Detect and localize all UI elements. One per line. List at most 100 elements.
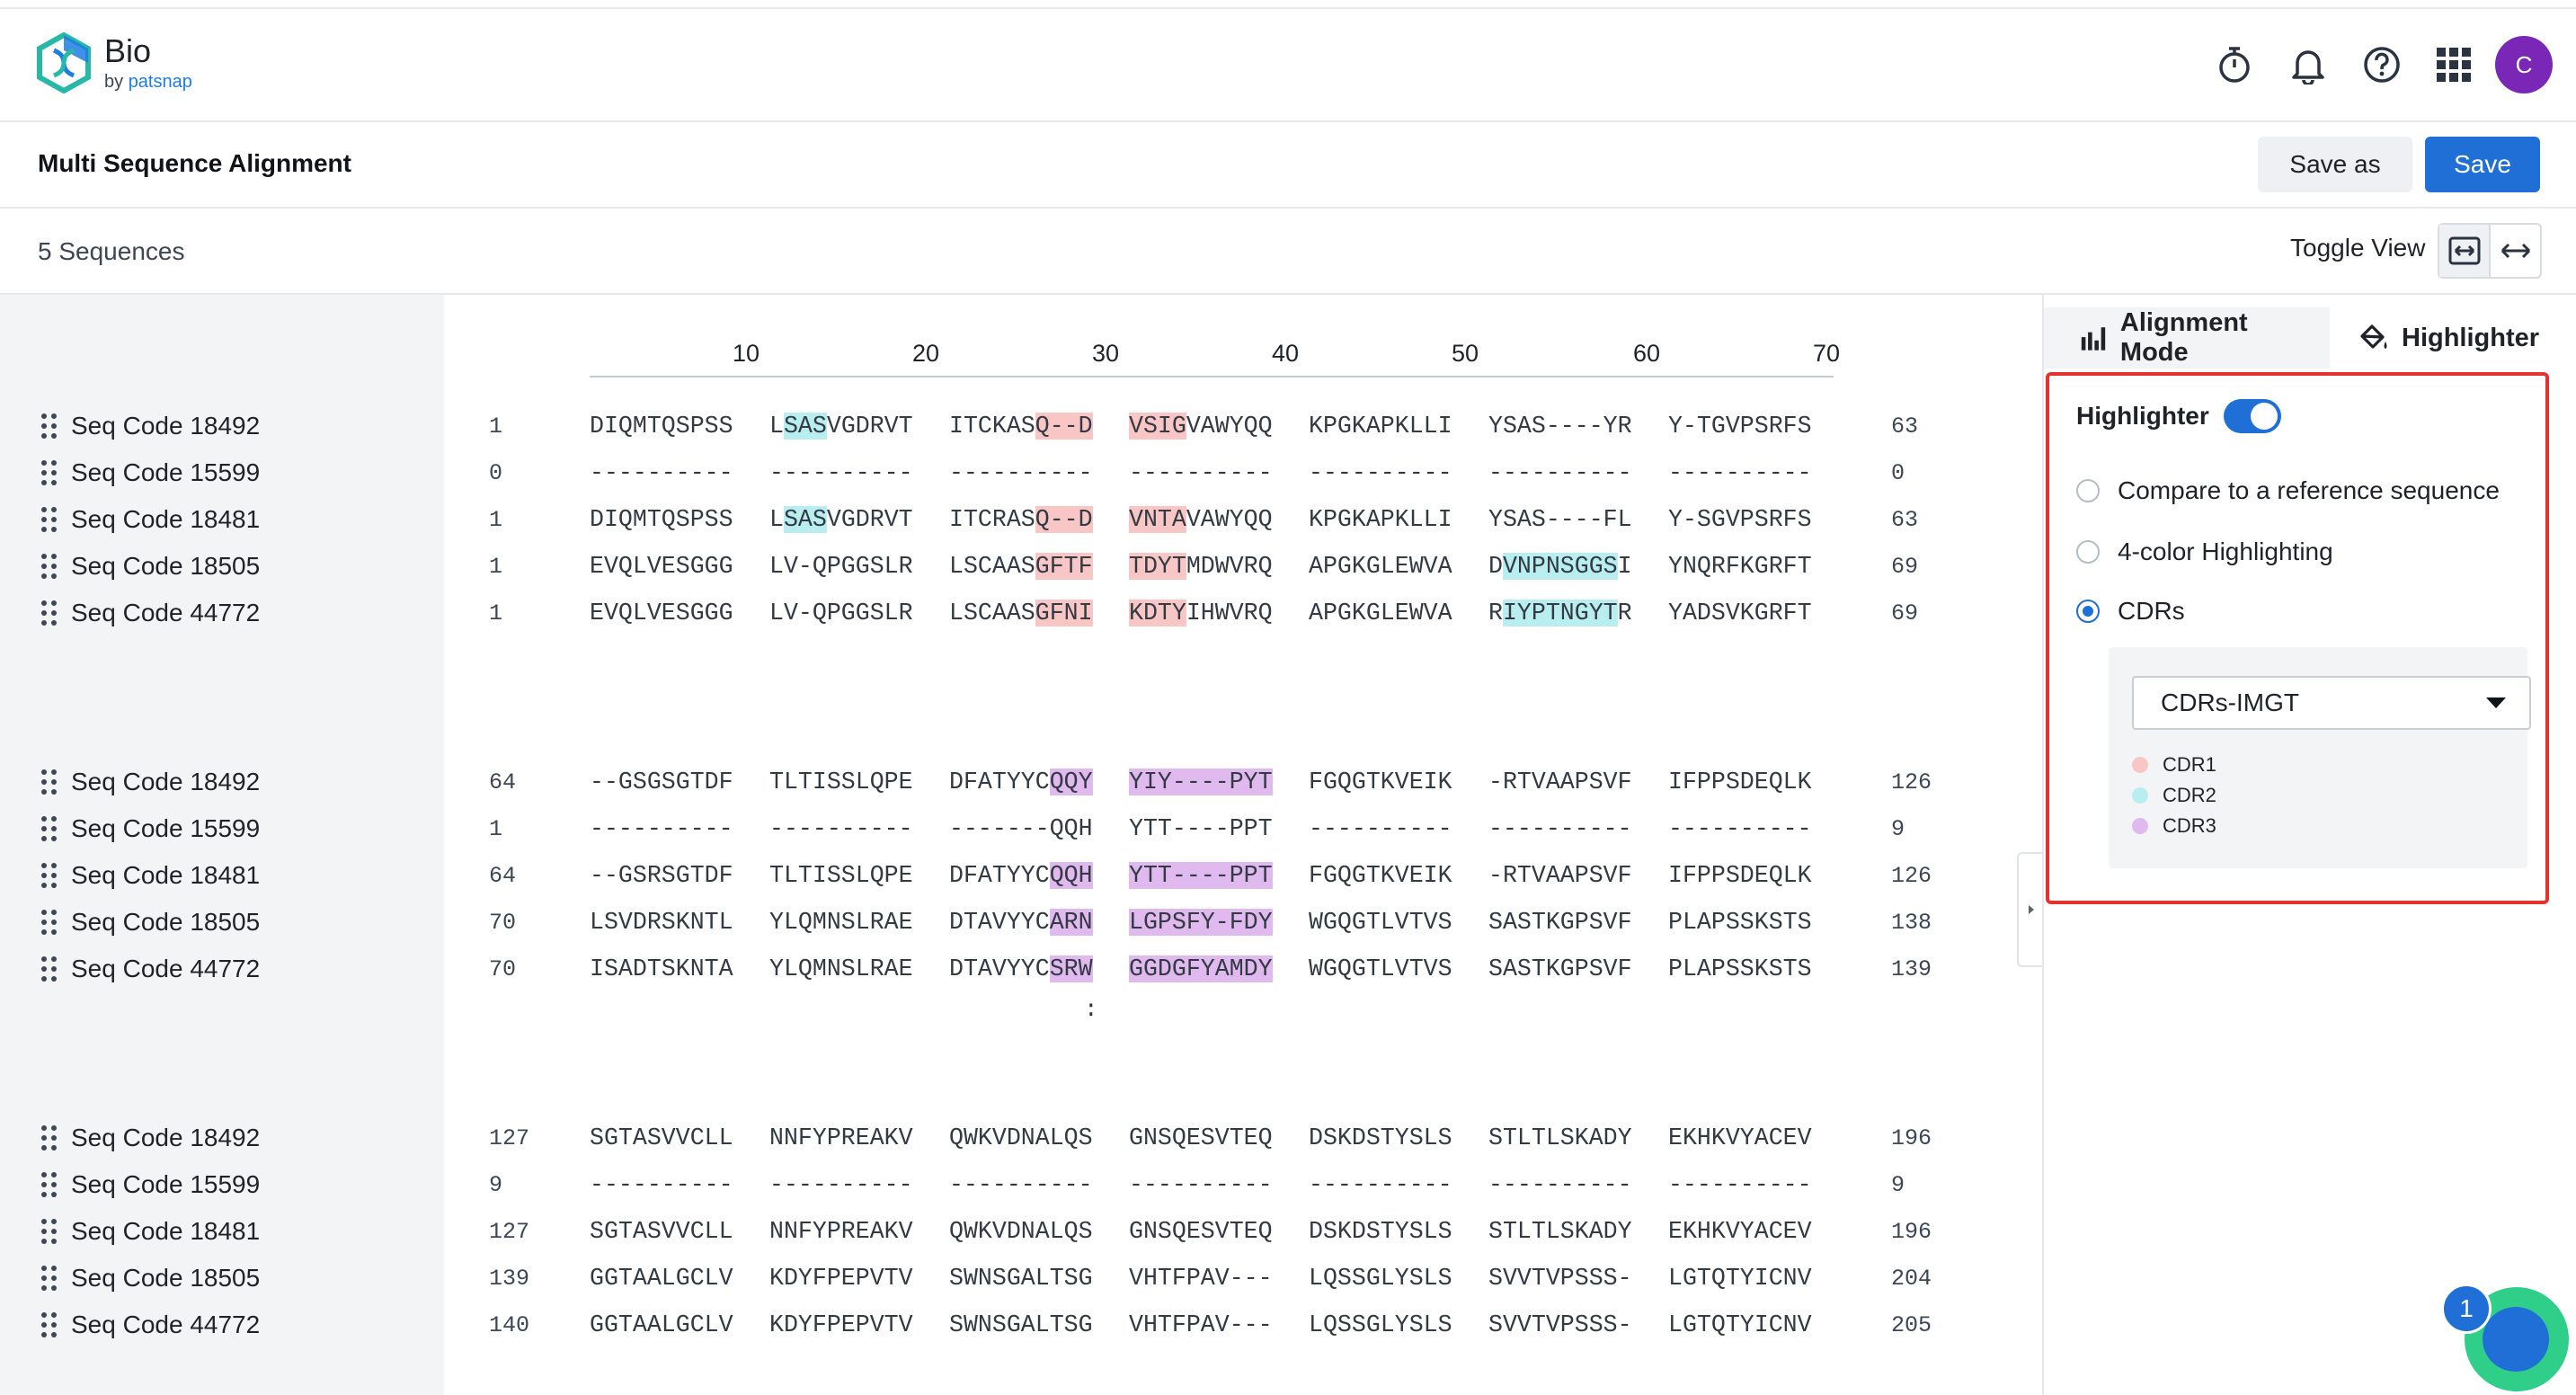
drag-handle-icon[interactable]: [41, 413, 57, 439]
residue-segment: VHTFPAV---: [1129, 1265, 1273, 1292]
sequence-name-label: Seq Code 44772: [71, 1311, 260, 1339]
sequence-chunk: DTAVYYCARN: [949, 904, 1093, 940]
fit-width-icon: [2448, 236, 2481, 265]
sequence-name[interactable]: Seq Code 15599: [41, 455, 260, 491]
sequence-chunk: STLTLSKADY: [1488, 1120, 1632, 1156]
residue-segment: ----------: [590, 459, 733, 486]
title-bar: Multi Sequence Alignment Save as Save: [0, 122, 2576, 209]
drag-handle-icon[interactable]: [41, 1125, 57, 1151]
residue-segment: IFPPSDEQLK: [1668, 862, 1812, 889]
sequence-name-label: Seq Code 44772: [71, 599, 260, 627]
sequence-chunk: KDYFPEPVTV: [769, 1260, 913, 1296]
option-reference-sequence[interactable]: Compare to a reference sequence: [2076, 476, 2500, 505]
residue-segment: STLTLSKADY: [1488, 1124, 1632, 1151]
sequence-chunk: FGQGTKVEIK: [1309, 764, 1452, 800]
fit-width-toggle[interactable]: [2439, 225, 2491, 277]
sequence-name[interactable]: Seq Code 15599: [41, 1167, 260, 1203]
avatar[interactable]: C: [2495, 36, 2553, 93]
sequence-name[interactable]: Seq Code 18492: [41, 408, 260, 444]
radio-reference[interactable]: [2076, 479, 2100, 502]
save-as-button[interactable]: Save as: [2258, 137, 2412, 192]
drag-handle-icon[interactable]: [41, 507, 57, 532]
apps-grid-icon[interactable]: [2432, 43, 2475, 86]
sequence-name[interactable]: Seq Code 18492: [41, 1120, 260, 1156]
page-title: Multi Sequence Alignment: [38, 149, 351, 178]
drag-handle-icon[interactable]: [41, 1312, 57, 1337]
option-cdrs[interactable]: CDRs: [2076, 597, 2185, 626]
sequence-name[interactable]: Seq Code 18481: [41, 502, 260, 538]
sequence-chunk: VHTFPAV---: [1129, 1307, 1273, 1343]
expand-width-toggle[interactable]: [2491, 225, 2540, 277]
sequence-chunk: GGTAALGCLV: [590, 1307, 733, 1343]
residue-segment: ----------: [590, 1171, 733, 1198]
residue-segment: LQSSGLYSLS: [1309, 1311, 1452, 1338]
cdr-segment: LGPSFY-FDY: [1129, 909, 1273, 936]
bell-icon[interactable]: [2287, 43, 2330, 86]
ruler-tick-label: 40: [1272, 340, 1299, 368]
residue-segment: WGQGTLVTVS: [1309, 955, 1452, 982]
drag-handle-icon[interactable]: [41, 600, 57, 626]
sequence-name[interactable]: Seq Code 18505: [41, 548, 260, 584]
radio-four-color[interactable]: [2076, 540, 2100, 564]
sequence-chunk: KDTYIHWVRQ: [1129, 595, 1273, 631]
sequence-name[interactable]: Seq Code 18481: [41, 1213, 260, 1249]
residue-segment: VAWYQQ: [1186, 413, 1273, 440]
drag-handle-icon[interactable]: [41, 1219, 57, 1244]
option-four-color[interactable]: 4-color Highlighting: [2076, 538, 2333, 566]
tab-highlighter[interactable]: Highlighter: [2330, 307, 2576, 369]
drag-handle-icon[interactable]: [41, 554, 57, 579]
cdr-segment: SRW: [1050, 955, 1093, 982]
drag-handle-icon[interactable]: [41, 1266, 57, 1291]
legend-cdr2: CDR2: [2132, 784, 2216, 807]
residue-segment: GGTAALGCLV: [590, 1311, 733, 1338]
drag-handle-icon[interactable]: [41, 910, 57, 935]
collapse-panel-handle[interactable]: [2017, 852, 2044, 967]
highlighter-switch[interactable]: [2224, 399, 2281, 433]
residue-segment: KPGKAPKLLI: [1309, 506, 1452, 533]
residue-segment: TLTISSLQPE: [769, 769, 913, 795]
cdr-segment: IYPTNGYT: [1503, 600, 1618, 626]
residue-segment: LSVDRSKNTL: [590, 909, 733, 936]
residue-segment: YNQRFKGRFT: [1668, 553, 1812, 580]
drag-handle-icon[interactable]: [41, 816, 57, 841]
residue-segment: LV-QPGGSLR: [769, 600, 913, 626]
sequence-name[interactable]: Seq Code 18505: [41, 1260, 260, 1296]
residue-segment: EKHKVYACEV: [1668, 1218, 1812, 1245]
row-start-position: 9: [489, 1167, 502, 1203]
sequence-name[interactable]: Seq Code 15599: [41, 811, 260, 847]
bar-chart-icon: [2080, 324, 2108, 351]
sequence-name[interactable]: Seq Code 44772: [41, 595, 260, 631]
sequence-name[interactable]: Seq Code 44772: [41, 951, 260, 987]
sequence-chunk: SGTASVVCLL: [590, 1213, 733, 1249]
sequence-name[interactable]: Seq Code 18492: [41, 764, 260, 800]
residue-segment: VHTFPAV---: [1129, 1311, 1273, 1338]
sequence-chunk: ----------: [949, 1167, 1093, 1203]
drag-handle-icon[interactable]: [41, 769, 57, 795]
drag-handle-icon[interactable]: [41, 956, 57, 982]
drag-handle-icon[interactable]: [41, 863, 57, 888]
timer-icon[interactable]: [2213, 43, 2256, 86]
sequence-chunk: ITCKASQ--D: [949, 408, 1093, 444]
residue-segment: Y-SGVPSRFS: [1668, 506, 1812, 533]
sequence-count: 5 Sequences: [38, 237, 184, 266]
residue-segment: SASTKGPSVF: [1488, 909, 1632, 936]
sequence-chunk: EVQLVESGGG: [590, 595, 733, 631]
highlighter-label: Highlighter: [2076, 402, 2209, 431]
sequence-name[interactable]: Seq Code 18505: [41, 904, 260, 940]
logo[interactable]: Bio by patsnap: [36, 32, 192, 93]
drag-handle-icon[interactable]: [41, 460, 57, 485]
tab-alignment-mode[interactable]: Alignment Mode: [2044, 307, 2330, 369]
brand-name: Bio: [104, 35, 192, 67]
sequence-name[interactable]: Seq Code 18481: [41, 857, 260, 893]
drag-handle-icon[interactable]: [41, 1172, 57, 1197]
help-icon[interactable]: [2360, 43, 2403, 86]
radio-cdrs[interactable]: [2076, 600, 2100, 623]
save-button[interactable]: Save: [2425, 137, 2540, 192]
row-start-position: 70: [489, 904, 516, 940]
cdr-scheme-value: CDRs-IMGT: [2161, 689, 2299, 717]
cdr-scheme-select[interactable]: CDRs-IMGT: [2132, 676, 2531, 730]
sequence-chunk: ----------: [1488, 811, 1632, 847]
residue-segment: DIQMTQSPSS: [590, 413, 733, 440]
sequence-name[interactable]: Seq Code 44772: [41, 1307, 260, 1343]
residue-segment: ----------: [1309, 1171, 1452, 1198]
